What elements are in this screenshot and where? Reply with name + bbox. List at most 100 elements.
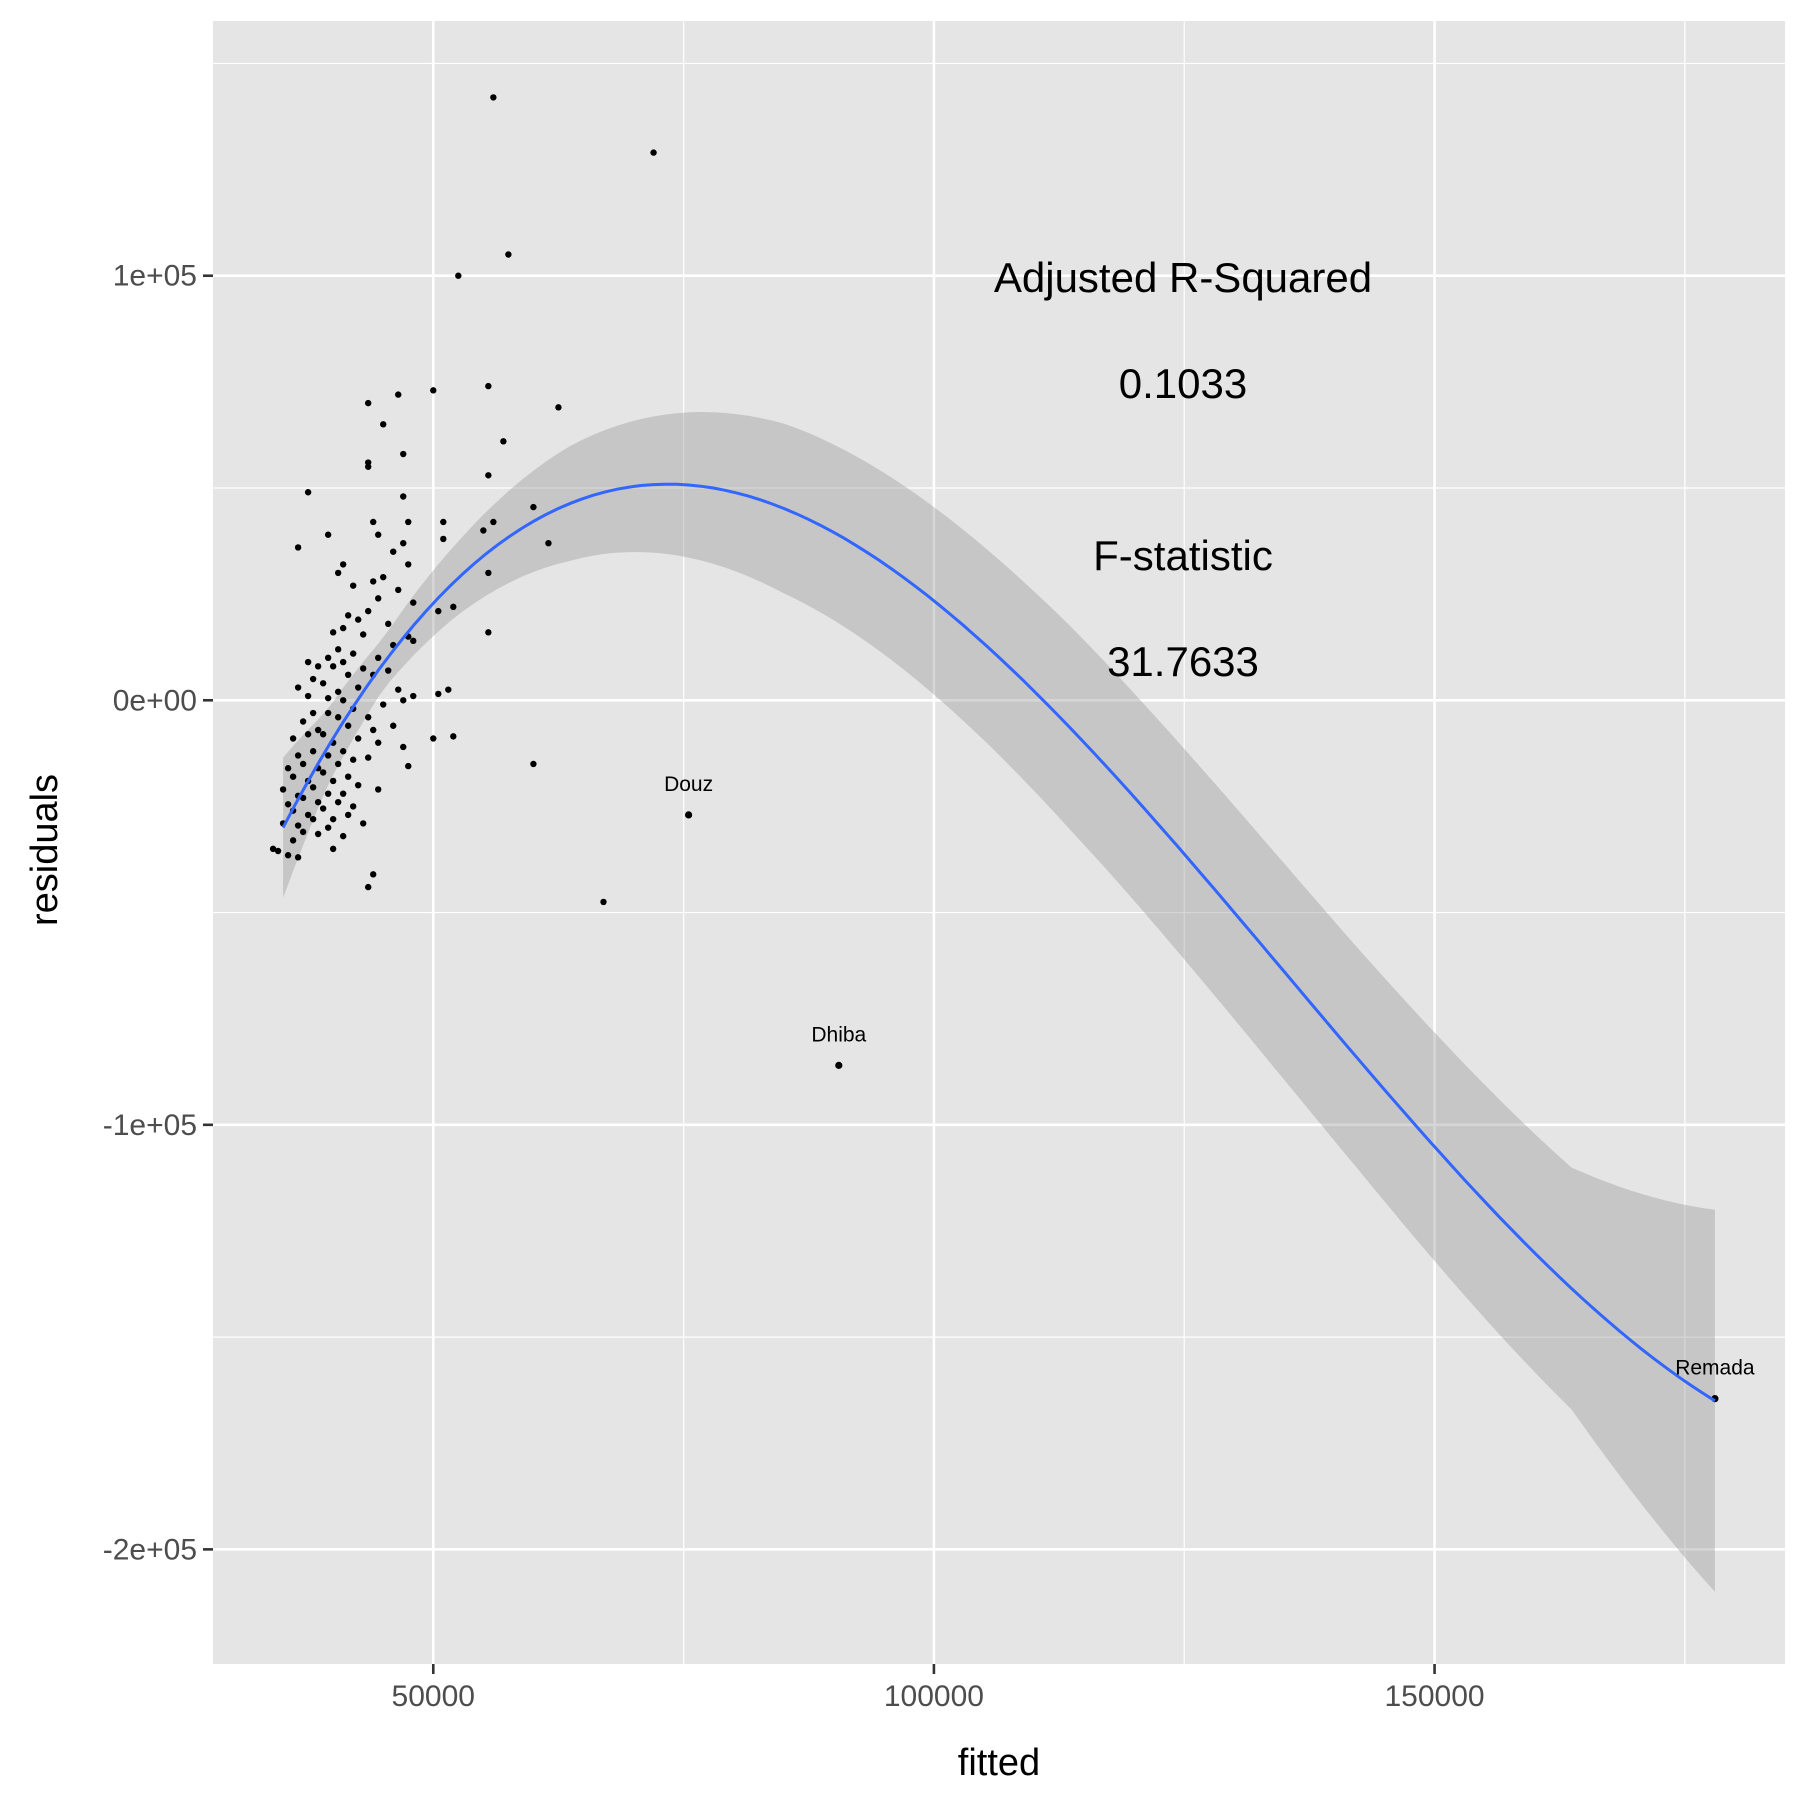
data-point [530,503,537,511]
data-point [319,731,327,738]
data-point [410,637,417,645]
data-point [380,421,387,428]
plot-panel [213,21,1785,1664]
data-point [395,391,402,398]
data-point [349,756,357,763]
data-point [319,680,327,687]
data-point [304,658,312,666]
data-point [650,149,657,156]
data-point [319,805,327,812]
axes: 50000 100000 150000 1e+05 0e+00 -1e+05 -2e+05 [103,260,1485,1713]
x-tick-label: 150000 [1384,1680,1484,1713]
data-point [375,786,382,793]
r2-value: 0.1033 [1119,360,1247,407]
data-point [395,686,402,693]
data-point [490,518,497,526]
data-point [339,748,347,755]
data-point [284,852,292,859]
data-point [334,798,342,806]
y-tick-label: 1e+05 [113,260,197,293]
data-point [309,675,317,683]
data-point [324,709,332,717]
point-label: Dhiba [811,1023,866,1046]
data-point [405,762,412,770]
data-point [505,251,512,258]
point-labels: Douz Dhiba Remada [664,773,1755,1380]
y-tick-label: 0e+00 [113,684,197,717]
point-label: Douz [664,773,713,796]
data-point [294,854,302,861]
data-point [400,697,407,704]
data-point [324,654,332,662]
data-point [294,684,302,691]
data-point [329,629,337,636]
labeled-data-point [685,811,693,819]
data-point [334,646,342,653]
x-axis-title: fitted [958,1742,1040,1784]
data-point [294,544,302,551]
data-point [334,569,342,577]
data-point [485,629,492,636]
data-point [299,718,307,725]
data-point [324,752,332,759]
confidence-band-area [283,412,1715,1592]
data-point [284,801,292,808]
data-point [314,726,322,734]
data-point [430,735,437,742]
data-point [405,518,412,526]
data-point [289,837,297,844]
data-point [329,777,337,785]
data-point [334,760,342,768]
data-point [545,539,552,547]
data-point [400,493,407,500]
data-point [294,822,302,829]
f-statistic-value: 31.7633 [1107,638,1259,685]
point-label: Remada [1675,1357,1755,1380]
grid-lines [213,21,1785,1664]
data-point [354,735,362,742]
data-point [410,599,417,606]
data-point [440,518,447,526]
data-point [314,663,322,670]
data-point [485,569,492,577]
data-point [364,714,372,721]
data-point [375,654,382,662]
smooth-line [281,482,1716,1403]
data-point [375,739,382,746]
data-point [400,539,407,547]
data-point [339,658,347,666]
data-point [289,735,297,742]
data-point [445,686,452,693]
data-point [359,665,367,672]
y-axis-title: residuals [24,774,66,926]
data-point [274,847,282,855]
data-point [380,573,387,581]
data-point [339,624,347,632]
data-point [370,518,377,526]
y-tick-label: -2e+05 [103,1533,197,1566]
data-point [370,726,377,734]
data-point [304,811,312,819]
data-point [289,773,297,780]
data-point [450,603,457,611]
data-point [435,607,442,615]
data-point [480,527,487,534]
data-point [294,752,302,759]
y-tick-label: -1e+05 [103,1109,197,1142]
data-point [344,671,352,679]
data-point [410,692,417,700]
data-point [299,760,307,768]
data-point [405,561,412,568]
data-point [435,690,442,698]
data-point [314,830,322,838]
data-point [344,722,352,729]
data-point [339,790,347,797]
data-point [324,824,332,831]
data-point [359,820,367,827]
data-point [364,754,372,761]
data-point [309,784,317,791]
data-point [309,748,317,755]
x-tick-label: 100000 [884,1680,984,1713]
data-point [364,883,372,891]
